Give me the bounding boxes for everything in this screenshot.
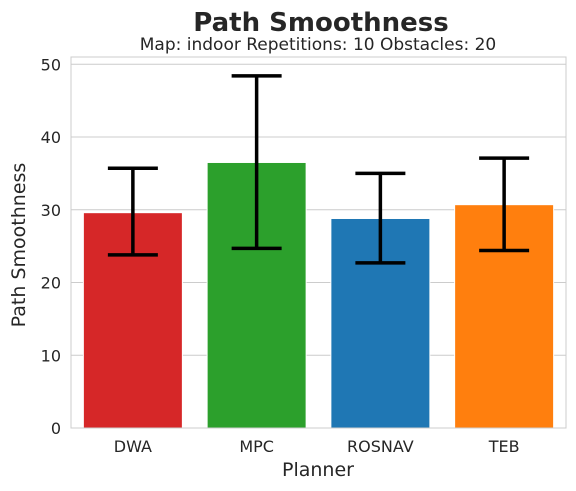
plot-frame [70, 56, 567, 429]
x-tick-label: MPC [239, 437, 274, 456]
y-tick-label: 40 [41, 128, 61, 147]
x-tick-label: DWA [114, 437, 152, 456]
y-tick-label: 10 [41, 346, 61, 365]
y-tick-label: 0 [51, 419, 61, 438]
y-tick-label: 50 [41, 55, 61, 74]
x-tick-labels: DWA MPC ROSNAV TEB [114, 437, 520, 456]
chart-subtitle: Map: indoor Repetitions: 10 Obstacles: 2… [140, 35, 497, 55]
y-tick-label: 20 [41, 274, 61, 293]
x-tick-label: ROSNAV [347, 437, 414, 456]
y-tick-labels: 0 10 20 30 40 50 [41, 55, 61, 438]
y-axis-label: Path Smoothness [8, 163, 30, 328]
x-axis-label: Planner [282, 459, 354, 481]
chart-title: Path Smoothness [193, 8, 448, 38]
bars [82, 161, 555, 429]
error-bars [107, 74, 530, 265]
y-tick-label: 30 [41, 201, 61, 220]
x-tick-label: TEB [488, 437, 520, 456]
